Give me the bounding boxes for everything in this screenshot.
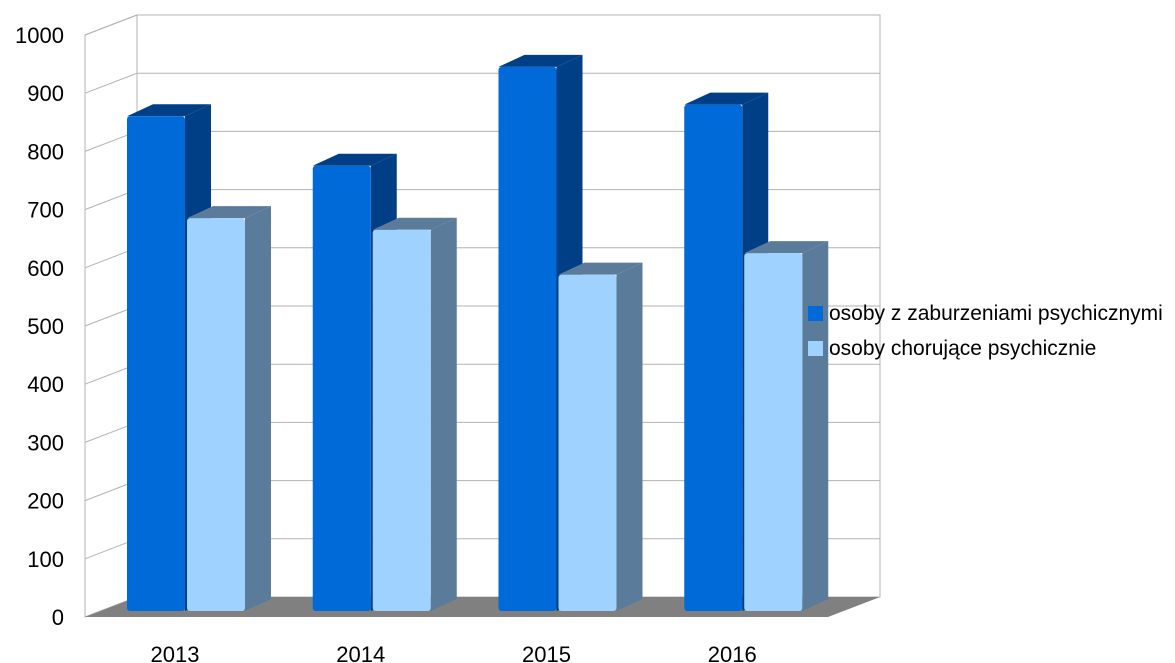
bar-top xyxy=(684,92,769,105)
legend-swatch-series-2 xyxy=(808,341,823,356)
y-tick-label: 900 xyxy=(27,81,64,106)
bar-top xyxy=(744,241,829,254)
legend-label-series-2: osoby chorujące psychicznie xyxy=(829,337,1097,360)
legend-item-series-2: osoby chorujące psychicznie xyxy=(808,335,1175,362)
gridline xyxy=(84,72,880,94)
bar-front xyxy=(558,274,617,611)
bar-top xyxy=(372,217,457,230)
x-axis-ticks: 2013 2014 2015 2016 xyxy=(151,642,757,663)
bar-side xyxy=(802,241,829,611)
bar-top xyxy=(558,262,643,275)
y-tick-label: 300 xyxy=(27,430,64,455)
legend-swatch-series-1 xyxy=(808,306,823,321)
gridline xyxy=(84,14,880,36)
x-tick-label: 2014 xyxy=(336,642,385,663)
bar-front xyxy=(498,66,557,611)
legend-item-series-1: osoby z zaburzeniami psychicznymi xyxy=(808,300,1175,327)
y-tick-label: 100 xyxy=(27,547,64,572)
y-tick-label: 700 xyxy=(27,198,64,223)
bar-side xyxy=(616,262,643,611)
chart-floor xyxy=(85,597,880,617)
floor-plane xyxy=(85,597,880,617)
x-tick-label: 2015 xyxy=(522,642,571,663)
bar-top xyxy=(312,153,397,166)
bar-side xyxy=(245,206,271,611)
legend-label-series-1: osoby z zaburzeniami psychicznymi xyxy=(829,302,1163,325)
bar-front xyxy=(127,116,185,612)
x-tick-label: 2016 xyxy=(708,642,757,663)
bar-top xyxy=(127,104,211,117)
bar-front xyxy=(187,218,245,611)
y-tick-label: 400 xyxy=(27,372,64,397)
y-tick-label: 800 xyxy=(27,139,64,164)
bar-2015-series-2 xyxy=(558,262,643,611)
bar-front xyxy=(684,104,743,611)
bars xyxy=(127,54,829,612)
bar-2014-series-2 xyxy=(372,217,457,612)
bar-top xyxy=(498,54,583,67)
bar-top xyxy=(187,206,271,219)
y-tick-label: 1000 xyxy=(15,23,64,48)
legend: osoby z zaburzeniami psychicznymi osoby … xyxy=(808,300,1175,370)
bar-front xyxy=(372,229,431,612)
bar-front xyxy=(744,253,803,611)
x-tick-label: 2013 xyxy=(151,642,200,663)
y-tick-label: 600 xyxy=(27,256,64,281)
y-tick-label: 0 xyxy=(52,605,64,630)
y-axis-ticks: 0 100 200 300 400 500 600 700 800 900 1000 xyxy=(15,23,64,630)
bar-side xyxy=(430,217,457,612)
bar-2016-series-2 xyxy=(744,241,829,611)
bar-front xyxy=(312,165,371,611)
bar-2013-series-2 xyxy=(187,206,271,611)
y-tick-label: 200 xyxy=(27,489,64,514)
y-tick-label: 500 xyxy=(27,314,64,339)
